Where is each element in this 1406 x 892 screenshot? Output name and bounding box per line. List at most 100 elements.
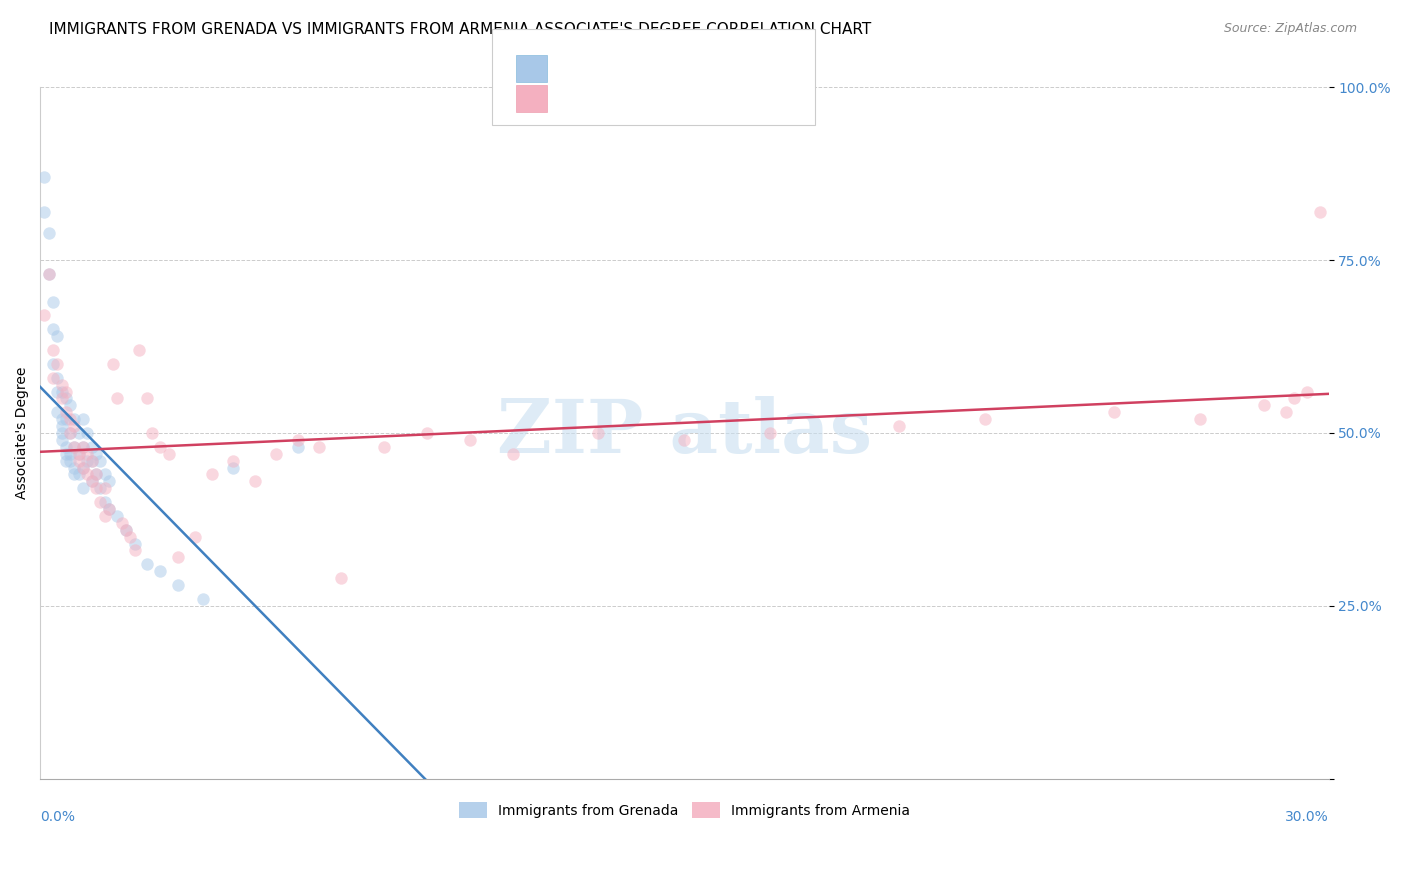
Point: [89, 481, 111, 495]
Point: [72, 412, 94, 426]
Point: [34, 204, 56, 219]
Point: [149, 564, 172, 578]
Point: [373, 440, 395, 454]
Point: [141, 425, 163, 440]
Point: [84, 447, 107, 461]
Point: [34, 170, 56, 185]
Point: [63, 460, 86, 475]
Point: [80, 475, 103, 489]
Point: [1309, 204, 1331, 219]
Point: [93, 508, 115, 523]
Point: [46, 357, 69, 371]
Point: [588, 425, 610, 440]
Point: [97, 502, 120, 516]
Point: [51, 377, 73, 392]
Point: [72, 440, 94, 454]
Point: [759, 425, 782, 440]
Point: [67, 447, 90, 461]
Point: [184, 530, 207, 544]
Point: [55, 447, 77, 461]
Point: [1188, 412, 1211, 426]
Point: [55, 384, 77, 399]
Y-axis label: Associate's Degree: Associate's Degree: [15, 367, 30, 500]
Point: [149, 440, 172, 454]
Point: [502, 447, 524, 461]
Legend: Immigrants from Grenada, Immigrants from Armenia: Immigrants from Grenada, Immigrants from…: [453, 797, 915, 823]
Point: [80, 475, 103, 489]
Point: [42, 357, 65, 371]
Point: [55, 412, 77, 426]
Point: [42, 343, 65, 357]
Point: [84, 481, 107, 495]
Point: [89, 495, 111, 509]
Point: [55, 392, 77, 406]
Point: [72, 460, 94, 475]
Point: [72, 440, 94, 454]
Point: [59, 398, 82, 412]
Point: [72, 481, 94, 495]
Point: [89, 453, 111, 467]
Point: [193, 591, 215, 606]
Point: [67, 453, 90, 467]
Point: [1253, 398, 1275, 412]
Point: [97, 502, 120, 516]
Point: [243, 475, 266, 489]
Point: [63, 440, 86, 454]
Point: [107, 392, 129, 406]
Point: [222, 460, 245, 475]
Point: [308, 440, 330, 454]
Text: ZIP atlas: ZIP atlas: [496, 396, 872, 469]
Point: [51, 412, 73, 426]
Point: [101, 357, 124, 371]
Point: [93, 481, 115, 495]
Point: [76, 447, 98, 461]
Point: [42, 294, 65, 309]
Text: R = 0.012   N = 58: R = 0.012 N = 58: [561, 62, 706, 76]
Point: [166, 578, 188, 592]
Point: [201, 467, 224, 482]
Point: [63, 419, 86, 434]
Point: [157, 447, 180, 461]
Point: [974, 412, 997, 426]
Text: R = 0.103   N = 63: R = 0.103 N = 63: [561, 91, 706, 105]
Point: [46, 405, 69, 419]
Point: [266, 447, 288, 461]
Point: [55, 405, 77, 419]
Point: [38, 226, 60, 240]
Point: [38, 267, 60, 281]
Point: [107, 508, 129, 523]
Point: [51, 384, 73, 399]
Point: [80, 440, 103, 454]
Point: [111, 516, 134, 530]
Point: [458, 433, 481, 447]
Point: [1284, 392, 1306, 406]
Point: [287, 440, 309, 454]
Point: [124, 543, 146, 558]
Point: [67, 425, 90, 440]
Point: [55, 440, 77, 454]
Point: [673, 433, 696, 447]
Point: [51, 433, 73, 447]
Point: [128, 343, 150, 357]
Point: [63, 412, 86, 426]
Point: [59, 453, 82, 467]
Text: 0.0%: 0.0%: [41, 810, 75, 823]
Point: [42, 370, 65, 384]
Point: [329, 571, 352, 585]
Point: [67, 447, 90, 461]
Point: [97, 475, 120, 489]
Point: [46, 384, 69, 399]
Point: [136, 392, 159, 406]
Point: [63, 440, 86, 454]
Point: [93, 495, 115, 509]
Point: [84, 467, 107, 482]
Point: [59, 425, 82, 440]
Point: [84, 467, 107, 482]
Point: [38, 267, 60, 281]
Point: [51, 425, 73, 440]
Point: [72, 460, 94, 475]
Point: [63, 467, 86, 482]
Point: [889, 419, 911, 434]
Point: [76, 453, 98, 467]
Point: [222, 453, 245, 467]
